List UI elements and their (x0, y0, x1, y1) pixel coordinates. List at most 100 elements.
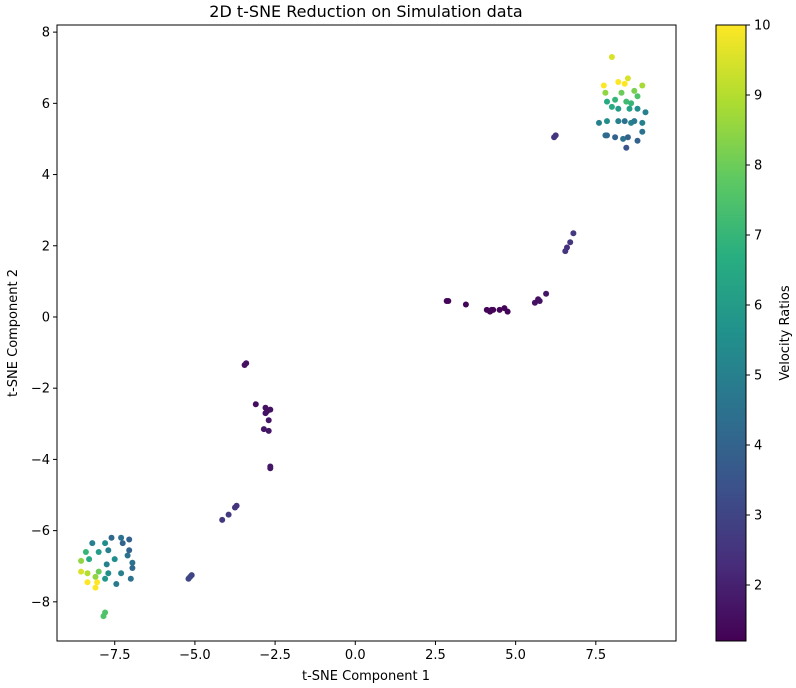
y-tick-label: −2 (31, 382, 50, 397)
colorbar-tick-label: 8 (754, 159, 762, 174)
scatter-point (615, 118, 622, 125)
colorbar-tick-label: 6 (754, 299, 762, 314)
y-tick-label: 2 (42, 239, 50, 254)
scatter-point (634, 93, 641, 100)
y-tick-label: −6 (31, 524, 50, 539)
scatter-point (536, 298, 543, 304)
scatter-point (113, 581, 120, 587)
colorbar-tick-label: 7 (754, 229, 762, 244)
scatter-point (108, 534, 115, 541)
x-tick-label: 5.0 (505, 648, 526, 663)
scatter-point (267, 406, 274, 413)
scatter-point (604, 98, 610, 105)
scatter-point (92, 584, 99, 591)
scatter-point (608, 103, 615, 110)
scatter-point (219, 516, 226, 523)
scatter-point (623, 144, 630, 151)
scatter-point (621, 80, 628, 87)
y-tick-label: 8 (42, 26, 50, 41)
scatter-point (596, 119, 602, 126)
scatter-point (615, 105, 622, 112)
scatter-point (118, 570, 125, 577)
y-tick-label: −8 (31, 595, 50, 610)
scatter-point (445, 298, 452, 304)
y-axis-title: t-SNE Component 2 (6, 269, 21, 397)
scatter-point (118, 534, 125, 541)
y-axis-ticks: −8 −6 −4 −2 0 2 4 6 8 (31, 26, 57, 610)
y-tick-label: −4 (31, 453, 50, 468)
scatter-point (95, 549, 102, 555)
colorbar-tick-label: 10 (754, 19, 771, 34)
scatter-point (621, 118, 628, 125)
x-tick-label: −5.0 (179, 648, 211, 663)
scatter-point (102, 575, 109, 582)
scatter-point (129, 565, 136, 571)
scatter-point (488, 306, 495, 313)
x-tick-label: 0.0 (345, 648, 366, 663)
scatter-point (84, 570, 91, 577)
scatter-point (615, 79, 622, 85)
scatter-point (608, 54, 615, 60)
scatter-point (567, 239, 574, 246)
scatter-point (82, 549, 89, 555)
scatter-point (552, 132, 559, 139)
scatter-point (543, 290, 550, 297)
scatter-point (631, 87, 638, 94)
scatter-point (612, 134, 619, 141)
scatter-point (634, 137, 641, 144)
x-tick-label: −7.5 (99, 648, 131, 663)
scatter-point (94, 579, 101, 586)
chart-title: 2D t-SNE Reduction on Simulation data (209, 2, 522, 21)
colorbar-tick-label: 2 (754, 579, 762, 594)
scatter-point (129, 559, 136, 566)
scatter-point (262, 410, 269, 417)
scatter-point (232, 504, 238, 511)
scatter-point (252, 401, 259, 408)
scatter-point (225, 511, 232, 518)
colorbar-tick-label: 3 (754, 509, 762, 524)
scatter-point (185, 575, 192, 582)
scatter-points (78, 54, 649, 620)
x-axis-ticks: −7.5 −5.0 −2.5 0.0 2.5 5.0 7.5 (99, 641, 606, 663)
scatter-point (265, 417, 272, 424)
scatter-point (265, 427, 272, 434)
scatter-point (105, 570, 112, 577)
scatter-point (102, 540, 109, 547)
scatter-point (241, 362, 248, 368)
scatter-point (127, 575, 134, 582)
scatter-point (260, 426, 267, 433)
scatter-point (111, 556, 118, 563)
scatter-point (105, 547, 112, 554)
scatter-point (462, 301, 469, 308)
scatter-point (78, 568, 85, 575)
scatter-point (119, 540, 126, 547)
colorbar-ticks: 2 3 4 5 6 7 8 9 10 (746, 19, 771, 594)
scatter-point (628, 100, 635, 107)
y-tick-label: 6 (42, 97, 50, 112)
scatter-point (624, 134, 631, 141)
x-tick-label: −2.5 (259, 648, 291, 663)
y-tick-label: 4 (42, 168, 50, 183)
scatter-point (267, 465, 274, 472)
scatter-point (95, 568, 102, 575)
scatter-point (496, 306, 503, 313)
scatter-point (612, 96, 619, 103)
scatter-point (631, 118, 638, 125)
plot-area (56, 24, 677, 642)
scatter-point (562, 248, 569, 255)
scatter-point (624, 75, 631, 82)
scatter-point (604, 132, 610, 139)
scatter-point (103, 561, 110, 568)
colorbar-label: Velocity Ratios (778, 285, 793, 381)
y-tick-label: 0 (42, 310, 50, 325)
colorbar (715, 24, 747, 642)
x-axis-title: t-SNE Component 1 (302, 669, 430, 684)
scatter-point (626, 105, 633, 112)
scatter-point (78, 557, 85, 564)
scatter-point (642, 109, 649, 116)
scatter-point (100, 613, 107, 620)
x-tick-label: 7.5 (585, 648, 606, 663)
colorbar-tick-label: 4 (754, 439, 762, 454)
scatter-point (126, 536, 133, 543)
